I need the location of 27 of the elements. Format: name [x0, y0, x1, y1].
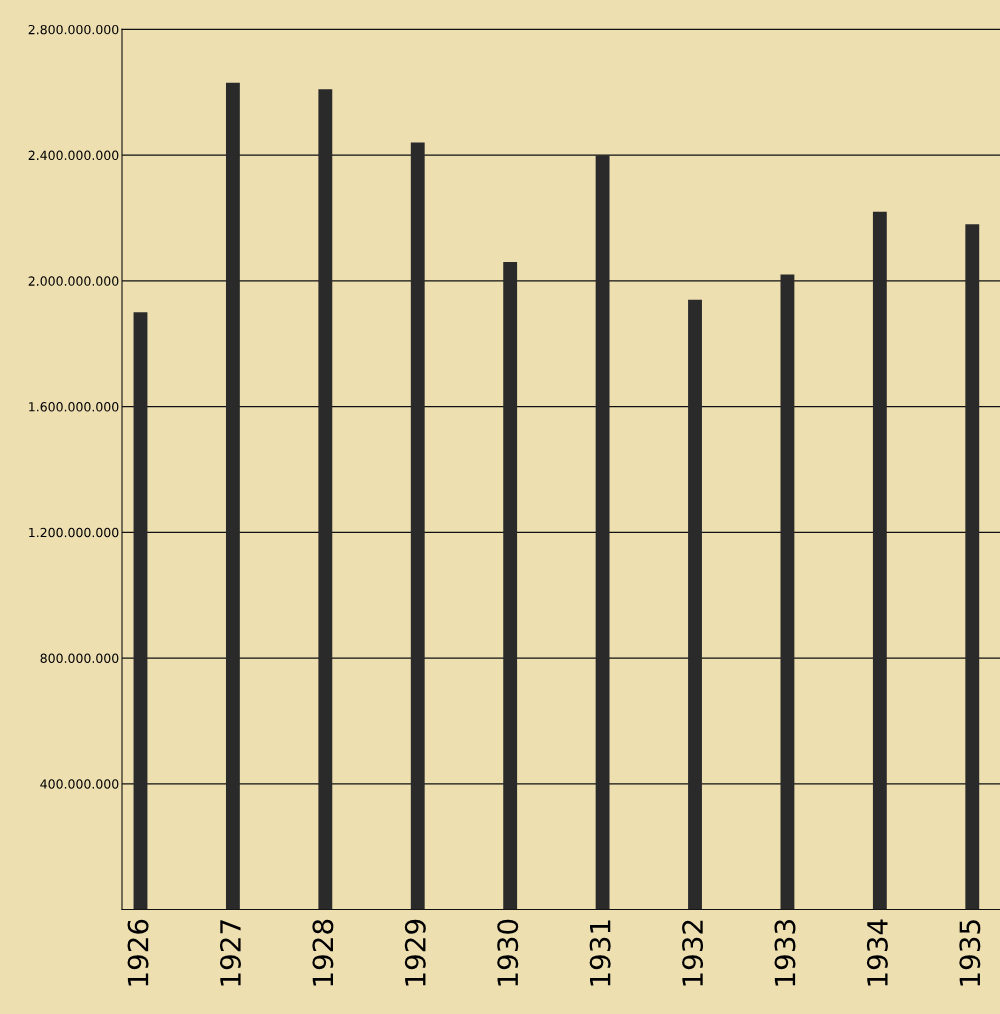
- y-tick-label: 1.600.000.000: [29, 402, 119, 412]
- x-tick-label: 1935: [959, 920, 981, 986]
- y-tick-label: 800.000.000: [40, 653, 119, 664]
- x-tick-label: 1931: [589, 920, 611, 986]
- y-tick-label: 1.200.000.000: [29, 527, 119, 538]
- x-tick-label: 1932: [682, 920, 704, 986]
- x-tick-label: 1926: [127, 919, 149, 986]
- x-tick-label: 1930: [497, 919, 519, 986]
- x-tick-label: 1928: [312, 919, 334, 986]
- bar: [688, 299, 702, 910]
- bar: [780, 274, 795, 910]
- x-tick-label: 1933: [774, 920, 796, 986]
- x-tick-label: 1934: [866, 919, 888, 986]
- bar: [872, 211, 887, 910]
- bar: [503, 262, 518, 910]
- bar: [410, 142, 425, 910]
- x-tick-label: 1927: [219, 920, 241, 986]
- y-tick-label: 400.000.000: [40, 779, 119, 789]
- bar: [225, 82, 240, 910]
- bar: [318, 89, 333, 910]
- y-tick-label: 2.800.000.000: [28, 24, 119, 35]
- bar: [965, 224, 980, 910]
- bar: [133, 312, 148, 910]
- bar: [595, 155, 610, 910]
- y-tick-label: 2.000.000.000: [28, 276, 119, 286]
- x-tick-label: 1929: [404, 919, 426, 986]
- y-tick-label: 2.400.000.000: [28, 150, 119, 161]
